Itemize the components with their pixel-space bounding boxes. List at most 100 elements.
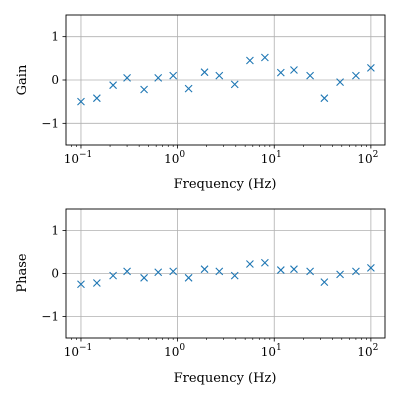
gain-data-point bbox=[215, 71, 224, 80]
phase-data-point bbox=[77, 280, 85, 289]
gain-data-point bbox=[276, 68, 285, 77]
gain-data-point bbox=[366, 63, 375, 72]
gain-data-point bbox=[246, 56, 254, 65]
gain-x-tick-label: 101 bbox=[261, 150, 282, 166]
phase-x-tick-label: 100 bbox=[164, 343, 185, 359]
phase-marker-stroke bbox=[230, 271, 239, 280]
phase-x-tick-label: 102 bbox=[357, 343, 378, 359]
gain-data-point bbox=[320, 94, 329, 103]
gain-marker-stroke bbox=[184, 84, 193, 93]
gain-data-point bbox=[290, 66, 298, 74]
phase-marker-stroke bbox=[109, 271, 117, 280]
gain-marker-stroke bbox=[92, 94, 101, 103]
gain-marker-stroke bbox=[260, 53, 269, 62]
phase-marker-stroke bbox=[123, 267, 131, 276]
phase-data-point bbox=[230, 271, 239, 280]
phase-data-point bbox=[215, 267, 224, 276]
phase-marker-stroke bbox=[92, 279, 101, 287]
gain-marker-stroke bbox=[77, 97, 85, 106]
gain-data-point bbox=[123, 73, 131, 82]
phase-axes-frame bbox=[65, 208, 386, 339]
phase-marker-stroke bbox=[200, 265, 209, 274]
gain-data-point bbox=[230, 80, 239, 89]
gain-marker-stroke bbox=[154, 73, 163, 82]
phase-marker-stroke bbox=[260, 258, 269, 267]
phase-marker-stroke bbox=[154, 268, 163, 277]
gain-marker-stroke bbox=[352, 71, 360, 80]
phase-data-point bbox=[184, 273, 193, 282]
gain-axes-frame bbox=[65, 14, 386, 146]
phase-data-point bbox=[276, 266, 285, 274]
phase-data-point bbox=[169, 267, 178, 276]
gain-marker-stroke bbox=[215, 71, 224, 80]
phase-data-point bbox=[200, 265, 209, 274]
phase-marker-stroke bbox=[215, 267, 224, 276]
phase-data-point bbox=[306, 267, 314, 276]
phase-y-tick-label: 1 bbox=[51, 224, 59, 238]
gain-data-point bbox=[92, 94, 101, 103]
phase-data-point bbox=[352, 267, 360, 276]
gain-marker-stroke bbox=[140, 85, 148, 94]
phase-marker-stroke bbox=[77, 280, 85, 289]
gain-marker-stroke bbox=[109, 81, 117, 90]
phase-data-point bbox=[290, 265, 298, 274]
gain-marker-stroke bbox=[200, 68, 209, 77]
phase-data-point bbox=[246, 260, 254, 268]
phase-marker-stroke bbox=[276, 266, 285, 274]
gain-marker-stroke bbox=[290, 66, 298, 74]
phase-marker-stroke bbox=[140, 273, 148, 282]
phase-data-point bbox=[154, 268, 163, 277]
phase-y-axis-label: Phase bbox=[15, 253, 30, 293]
phase-marker-stroke bbox=[184, 273, 193, 282]
phase-marker-stroke bbox=[290, 265, 298, 274]
gain-marker-stroke bbox=[276, 68, 285, 77]
gain-data-point bbox=[169, 71, 178, 80]
phase-marker-stroke bbox=[306, 267, 314, 276]
gain-marker-stroke bbox=[336, 78, 344, 87]
gain-data-point bbox=[336, 78, 344, 87]
gain-marker-stroke bbox=[246, 56, 254, 65]
gain-data-point bbox=[200, 68, 209, 77]
phase-data-point bbox=[320, 278, 329, 286]
phase-marker-stroke bbox=[320, 278, 329, 286]
phase-marker-stroke bbox=[366, 264, 375, 272]
gain-data-point bbox=[260, 53, 269, 62]
gain-marker-stroke bbox=[230, 80, 239, 89]
gain-marker-stroke bbox=[366, 63, 375, 72]
phase-data-point bbox=[123, 267, 131, 276]
gain-marker-stroke bbox=[123, 73, 131, 82]
gain-y-tick-label: 1 bbox=[51, 30, 59, 44]
gain-data-point bbox=[140, 85, 148, 94]
gain-x-tick-label: 10−1 bbox=[64, 150, 93, 166]
gain-data-point bbox=[352, 71, 360, 80]
gain-data-point bbox=[306, 71, 314, 80]
phase-x-axis-label: Frequency (Hz) bbox=[174, 371, 277, 386]
phase-data-point bbox=[140, 273, 148, 282]
phase-x-tick-label: 10−1 bbox=[64, 343, 93, 359]
phase-data-point bbox=[109, 271, 117, 280]
gain-x-tick-label: 102 bbox=[357, 150, 378, 166]
phase-data-point bbox=[366, 264, 375, 272]
phase-x-tick-label: 101 bbox=[261, 343, 282, 359]
gain-data-point bbox=[184, 84, 193, 93]
gain-data-point bbox=[77, 97, 85, 106]
gain-x-tick-label: 100 bbox=[164, 150, 185, 166]
gain-y-tick-label: 0 bbox=[51, 73, 59, 87]
phase-data-point bbox=[92, 279, 101, 287]
gain-data-point bbox=[109, 81, 117, 90]
gain-marker-stroke bbox=[169, 71, 178, 80]
phase-data-point bbox=[336, 270, 344, 279]
phase-marker-stroke bbox=[169, 267, 178, 276]
gain-data-point bbox=[154, 73, 163, 82]
gain-marker-stroke bbox=[306, 71, 314, 80]
phase-y-tick-label: 0 bbox=[51, 267, 59, 281]
phase-y-tick-label: −1 bbox=[41, 310, 59, 324]
gain-marker-stroke bbox=[320, 94, 329, 103]
gain-y-axis-label: Gain bbox=[15, 64, 30, 95]
phase-marker-stroke bbox=[246, 260, 254, 268]
phase-marker-stroke bbox=[352, 267, 360, 276]
